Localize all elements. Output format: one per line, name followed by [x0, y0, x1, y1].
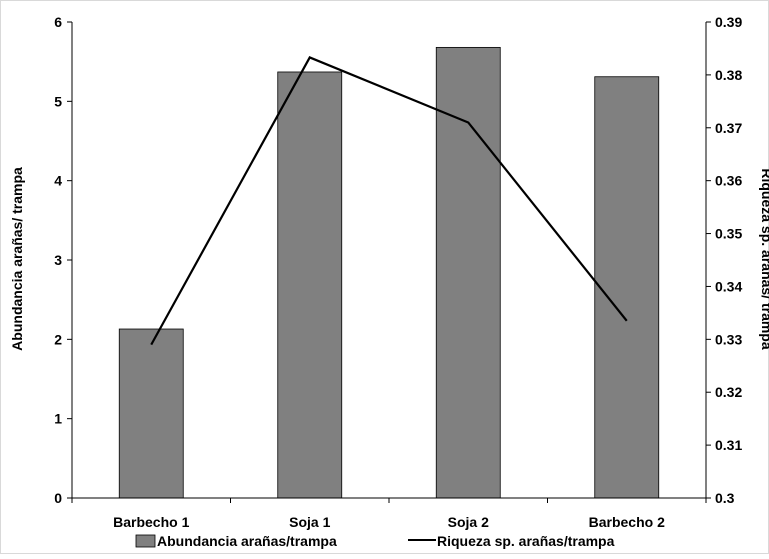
legend-label-bar: Abundancia arañas/trampa [157, 533, 337, 549]
y-axis-title-left: Abundancia arañas/ trampa [9, 167, 25, 351]
y-tick-label-right-1: 0.31 [715, 437, 742, 453]
y-tick-label-left-3: 3 [54, 252, 62, 268]
y-tick-label-left-0: 0 [54, 490, 62, 506]
y-tick-label-right-8: 0.38 [715, 67, 742, 83]
y-tick-label-right-7: 0.37 [715, 120, 742, 136]
x-tick-label-2: Soja 2 [448, 514, 489, 530]
y-axis-title-right: Riqueza sp. arañas/ trampa [759, 168, 769, 350]
x-tick-label-1: Soja 1 [289, 514, 330, 530]
x-tick-label-3: Barbecho 2 [589, 514, 665, 530]
legend: Abundancia arañas/trampa Riqueza sp. ara… [136, 533, 615, 549]
x-tick-label-0: Barbecho 1 [113, 514, 189, 530]
plot-area [119, 47, 659, 498]
y-tick-label-left-1: 1 [54, 411, 62, 427]
y-tick-label-right-9: 0.39 [715, 14, 742, 30]
y-tick-label-right-6: 0.36 [715, 173, 742, 189]
y-tick-label-left-5: 5 [54, 93, 62, 109]
y-tick-label-right-0: 0.3 [715, 490, 735, 506]
bar-0 [119, 329, 183, 498]
legend-swatch-bar [136, 535, 155, 547]
bar-3 [595, 77, 659, 498]
y-tick-label-right-3: 0.33 [715, 331, 742, 347]
y-tick-label-left-2: 2 [54, 331, 62, 347]
y-tick-label-right-5: 0.35 [715, 226, 742, 242]
y-tick-label-right-4: 0.34 [715, 278, 742, 294]
legend-label-line: Riqueza sp. arañas/trampa [437, 533, 615, 549]
y-tick-label-right-2: 0.32 [715, 384, 742, 400]
y-tick-label-left-4: 4 [54, 173, 62, 189]
bar-1 [278, 72, 342, 498]
line-series [151, 57, 627, 344]
bar-2 [436, 47, 500, 498]
y-tick-label-left-6: 6 [54, 14, 62, 30]
